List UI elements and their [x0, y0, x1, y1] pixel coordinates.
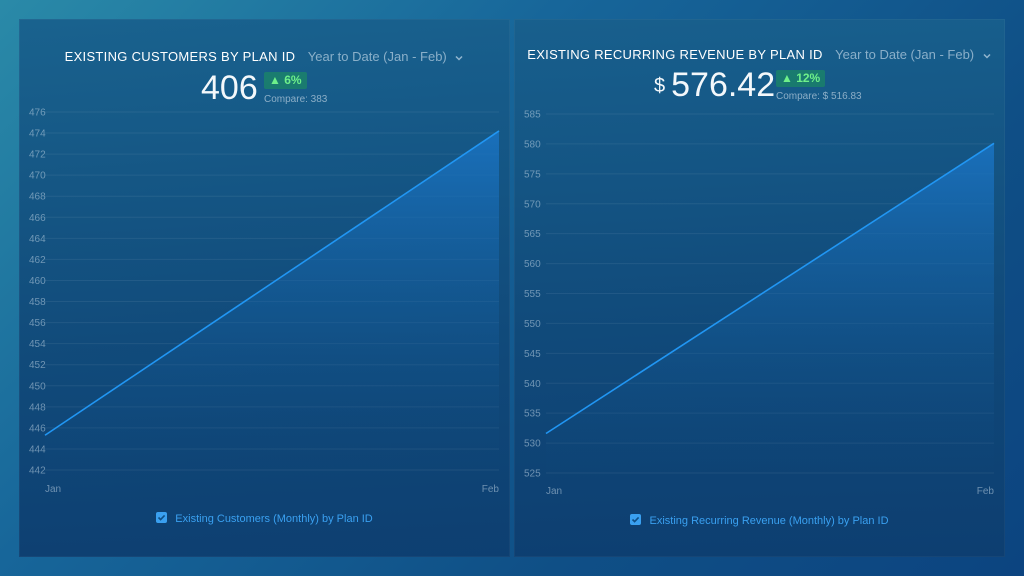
series-line[interactable]: [44, 130, 500, 436]
revenue-area-chart: 525 530 535 540 545 550 555 560 565 570 575 580 585 J…: [524, 110, 995, 498]
date-range-label: Year to Date (Jan - Feb): [307, 49, 447, 65]
revenue-widget: EXISTING RECURRING REVENUE BY PLAN ID Ye…: [514, 19, 1005, 557]
chart-legend[interactable]: Existing Customers (Monthly) by Plan ID: [19, 512, 510, 525]
x-tick-label: Feb: [482, 484, 500, 495]
checkbox-checked-icon[interactable]: [156, 512, 168, 523]
y-tick-label: 474: [29, 129, 46, 140]
y-tick-label: 470: [29, 171, 46, 182]
chart-legend[interactable]: Existing Recurring Revenue (Monthly) by …: [514, 514, 1005, 527]
y-tick-label: 464: [29, 234, 46, 245]
checkbox-checked-icon[interactable]: [630, 514, 642, 525]
legend-label: Existing Customers (Monthly) by Plan ID: [175, 513, 373, 525]
y-tick-label: 585: [524, 110, 541, 121]
y-tick-label: 575: [524, 169, 541, 180]
y-tick-label: 468: [29, 192, 46, 203]
widget-header: EXISTING RECURRING REVENUE BY PLAN ID Ye…: [514, 46, 1005, 64]
metric-value: 406: [201, 69, 258, 108]
y-tick-label: 530: [524, 439, 541, 450]
x-tick-label: Jan: [546, 486, 562, 497]
y-tick-label: 462: [29, 255, 46, 266]
y-tick-label: 452: [29, 360, 46, 371]
x-tick-label: Jan: [45, 484, 61, 495]
series-area: [45, 130, 499, 470]
y-tick-label: 454: [29, 339, 46, 350]
y-tick-label: 580: [524, 139, 541, 150]
legend-label: Existing Recurring Revenue (Monthly) by …: [649, 515, 889, 527]
chevron-down-icon: [455, 55, 463, 61]
y-tick-label: 476: [29, 108, 46, 119]
y-tick-label: 550: [524, 319, 541, 330]
metric-number: 576.42: [671, 66, 776, 104]
y-tick-label: 448: [29, 402, 46, 413]
y-tick-label: 446: [29, 423, 46, 434]
y-tick-label: 570: [524, 199, 541, 210]
series-line[interactable]: [545, 142, 995, 435]
date-range-label: Year to Date (Jan - Feb): [835, 47, 975, 63]
change-badge: ▲ 12%: [776, 70, 826, 87]
y-tick-label: 545: [524, 349, 541, 360]
metric-number: 406: [201, 69, 258, 107]
y-tick-label: 442: [29, 466, 46, 477]
y-tick-label: 450: [29, 381, 46, 392]
widget-title: EXISTING CUSTOMERS BY PLAN ID: [64, 49, 296, 65]
y-tick-label: 540: [524, 379, 541, 390]
widget-header: EXISTING CUSTOMERS BY PLAN ID Year to Da…: [19, 48, 510, 66]
y-tick-label: 565: [524, 229, 541, 240]
y-tick-label: 525: [524, 469, 541, 480]
date-range-selector[interactable]: Year to Date (Jan - Feb): [308, 49, 465, 64]
widget-title: EXISTING RECURRING REVENUE BY PLAN ID: [527, 47, 823, 63]
compare-value: Compare: 383: [264, 94, 328, 105]
y-tick-label: 460: [29, 276, 46, 287]
change-badge: ▲ 6%: [264, 72, 307, 89]
y-tick-label: 535: [524, 409, 541, 420]
date-range-selector[interactable]: Year to Date (Jan - Feb): [835, 47, 992, 62]
y-tick-label: 555: [524, 289, 541, 300]
customers-area-chart: 442 444 446 448 450 452 454 456 458 460 462 464 466 4…: [29, 108, 500, 495]
y-tick-label: 458: [29, 297, 46, 308]
y-tick-label: 472: [29, 150, 46, 161]
compare-value: Compare: $ 516.83: [776, 91, 862, 102]
y-tick-label: 456: [29, 318, 46, 329]
customers-widget: EXISTING CUSTOMERS BY PLAN ID Year to Da…: [19, 19, 510, 557]
currency-symbol: $: [654, 75, 666, 97]
y-tick-label: 444: [29, 444, 46, 455]
chevron-down-icon: [983, 53, 991, 59]
x-tick-label: Feb: [977, 486, 995, 497]
y-tick-label: 560: [524, 259, 541, 270]
series-area: [546, 143, 994, 473]
y-tick-label: 466: [29, 213, 46, 224]
metric-value: $576.42: [654, 66, 775, 105]
